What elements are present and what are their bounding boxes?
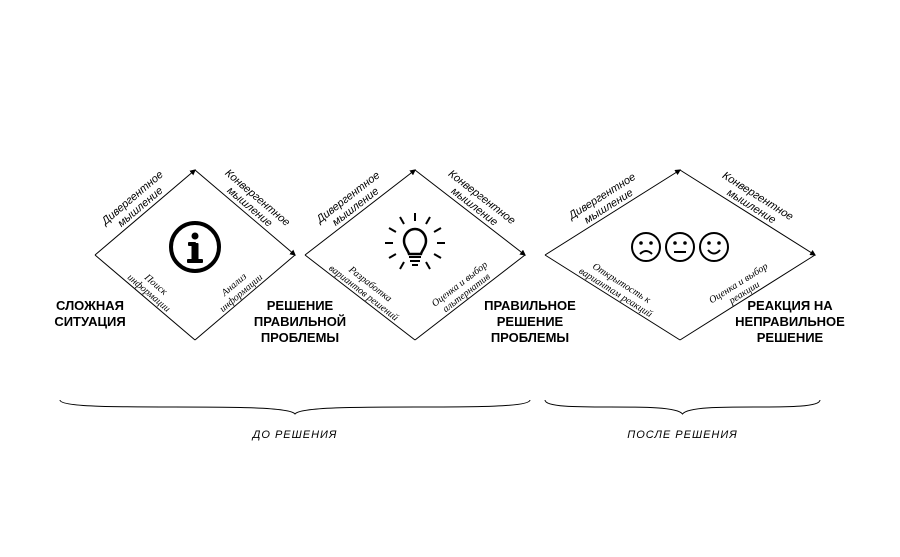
stage-1: РЕШЕНИЕПРАВИЛЬНОЙПРОБЛЕМЫ [254, 298, 346, 345]
phase-before-label: ДО РЕШЕНИЯ [251, 429, 338, 441]
stage-0: СЛОЖНАЯСИТУАЦИЯ [54, 298, 125, 329]
stage-2: ПРАВИЛЬНОЕРЕШЕНИЕПРОБЛЕМЫ [484, 298, 576, 345]
phase-after-label: ПОСЛЕ РЕШЕНИЯ [627, 429, 738, 441]
decision-diagram: ДивергентноемышлениеКонвергентноемышлени… [0, 0, 900, 557]
